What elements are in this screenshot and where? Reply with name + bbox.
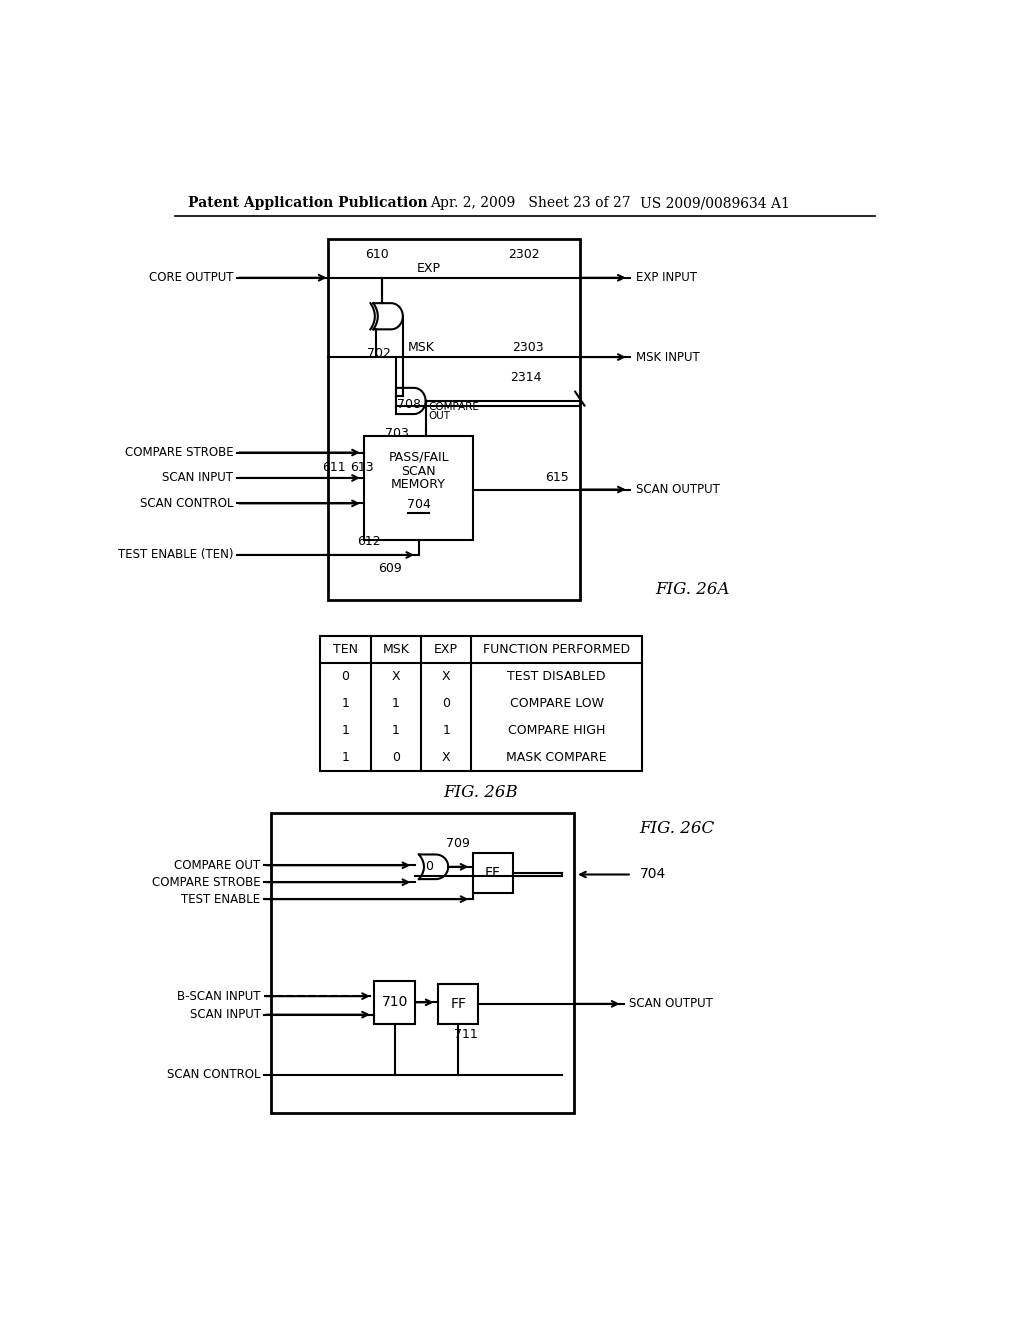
- Text: COMPARE OUT: COMPARE OUT: [174, 859, 260, 871]
- Text: 704: 704: [407, 499, 430, 511]
- Text: 609: 609: [378, 562, 402, 576]
- Text: 1: 1: [442, 723, 451, 737]
- Text: OUT: OUT: [428, 412, 450, 421]
- Text: MSK INPUT: MSK INPUT: [636, 351, 699, 363]
- Text: 0: 0: [442, 697, 451, 710]
- Text: COMPARE LOW: COMPARE LOW: [510, 697, 603, 710]
- Text: FIG. 26C: FIG. 26C: [640, 820, 715, 837]
- Text: MSK: MSK: [382, 643, 410, 656]
- Text: MSK: MSK: [408, 342, 434, 354]
- Text: COMPARE STROBE: COMPARE STROBE: [125, 446, 233, 459]
- Bar: [375, 981, 415, 1024]
- Text: SCAN CONTROL: SCAN CONTROL: [167, 1068, 260, 1081]
- Text: PASS/FAIL: PASS/FAIL: [388, 450, 449, 463]
- Text: Patent Application Publication: Patent Application Publication: [188, 197, 428, 210]
- Text: 0: 0: [425, 861, 433, 874]
- Text: 0: 0: [392, 751, 399, 763]
- Text: 1: 1: [392, 697, 399, 710]
- Text: COMPARE STROBE: COMPARE STROBE: [152, 875, 260, 888]
- Text: EXP INPUT: EXP INPUT: [636, 271, 696, 284]
- Text: 610: 610: [366, 248, 389, 261]
- Text: SCAN: SCAN: [401, 465, 436, 478]
- Text: FF: FF: [451, 997, 466, 1011]
- Text: SCAN INPUT: SCAN INPUT: [163, 471, 233, 484]
- Text: X: X: [441, 669, 451, 682]
- Text: EXP: EXP: [434, 643, 458, 656]
- Text: 704: 704: [640, 867, 666, 882]
- Text: TEST ENABLE (TEN): TEST ENABLE (TEN): [118, 548, 233, 561]
- Text: 1: 1: [341, 751, 349, 763]
- Text: 711: 711: [455, 1028, 478, 1041]
- Text: FUNCTION PERFORMED: FUNCTION PERFORMED: [483, 643, 630, 656]
- Text: FF: FF: [485, 866, 501, 880]
- Text: X: X: [391, 669, 400, 682]
- Text: 2302: 2302: [509, 248, 540, 261]
- Text: B-SCAN INPUT: B-SCAN INPUT: [177, 990, 260, 1003]
- Text: US 2009/0089634 A1: US 2009/0089634 A1: [640, 197, 790, 210]
- Text: 710: 710: [381, 995, 408, 1010]
- Text: 0: 0: [341, 669, 349, 682]
- Text: X: X: [441, 751, 451, 763]
- Text: SCAN OUTPUT: SCAN OUTPUT: [636, 483, 720, 496]
- Text: 1: 1: [392, 723, 399, 737]
- Text: TEST DISABLED: TEST DISABLED: [507, 669, 606, 682]
- Text: 612: 612: [356, 535, 380, 548]
- Text: 613: 613: [350, 462, 374, 474]
- Bar: [473, 853, 513, 892]
- Text: FIG. 26B: FIG. 26B: [443, 784, 518, 801]
- Text: COMPARE HIGH: COMPARE HIGH: [508, 723, 605, 737]
- Text: 1: 1: [341, 723, 349, 737]
- Text: EXP: EXP: [417, 261, 440, 275]
- Text: Apr. 2, 2009   Sheet 23 of 27: Apr. 2, 2009 Sheet 23 of 27: [430, 197, 631, 210]
- Text: 709: 709: [445, 837, 470, 850]
- Text: 2314: 2314: [510, 371, 542, 384]
- Text: SCAN OUTPUT: SCAN OUTPUT: [630, 998, 714, 1010]
- Text: TEN: TEN: [333, 643, 357, 656]
- Text: 2303: 2303: [512, 342, 544, 354]
- Text: 708: 708: [397, 399, 421, 412]
- Text: COMPARE: COMPARE: [428, 403, 479, 412]
- Bar: [438, 983, 478, 1024]
- Text: 1: 1: [341, 697, 349, 710]
- Bar: [321, 636, 642, 771]
- Text: 703: 703: [385, 426, 409, 440]
- Text: CORE OUTPUT: CORE OUTPUT: [148, 271, 233, 284]
- Text: FIG. 26A: FIG. 26A: [655, 581, 729, 598]
- Text: SCAN CONTROL: SCAN CONTROL: [140, 496, 233, 510]
- Bar: [328, 239, 580, 599]
- Bar: [365, 436, 473, 540]
- Text: 702: 702: [367, 347, 390, 360]
- Text: 615: 615: [545, 471, 568, 483]
- Bar: [271, 813, 573, 1113]
- Text: SCAN INPUT: SCAN INPUT: [189, 1008, 260, 1022]
- Text: 611: 611: [322, 462, 345, 474]
- Text: TEST ENABLE: TEST ENABLE: [181, 892, 260, 906]
- Text: MEMORY: MEMORY: [391, 478, 446, 491]
- Text: MASK COMPARE: MASK COMPARE: [506, 751, 607, 763]
